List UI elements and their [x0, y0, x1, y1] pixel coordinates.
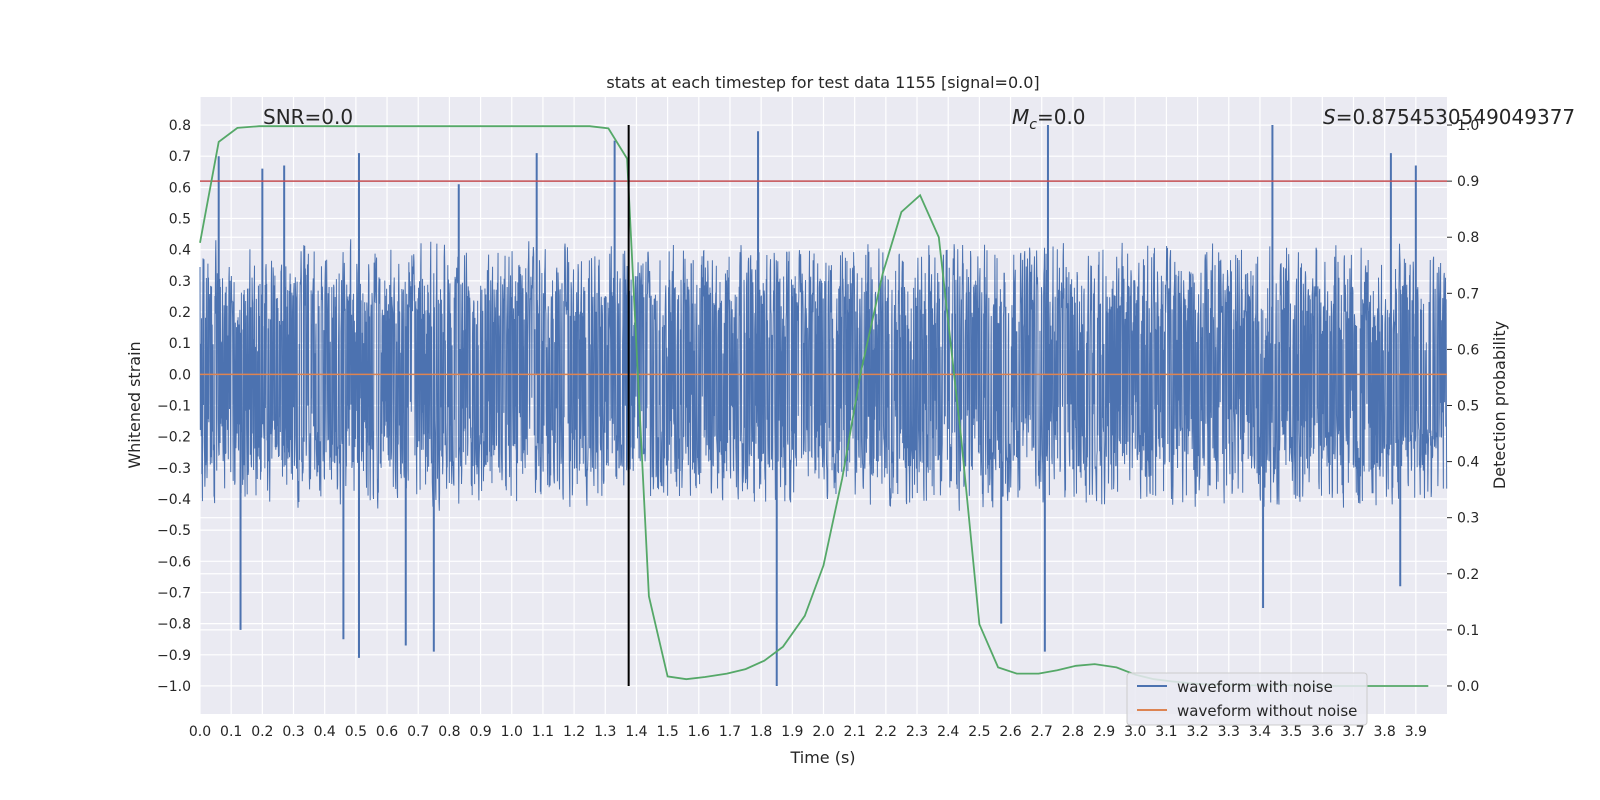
x-tick-label: 1.2 [563, 724, 585, 740]
x-tick-label: 0.3 [282, 724, 304, 740]
y-tick-label: −1.0 [157, 679, 191, 695]
x-tick-label: 1.0 [501, 724, 523, 740]
y-axis-label: Whitened strain [125, 341, 144, 468]
x-tick-label: 3.4 [1249, 724, 1271, 740]
y-tick-label: −0.6 [157, 554, 191, 570]
y-tick-label: 0.5 [169, 212, 191, 228]
y2-tick-label: 0.3 [1457, 511, 1479, 527]
x-tick-label: 0.2 [251, 724, 273, 740]
annotation-s: S=0.8754530549049377 [1323, 105, 1575, 129]
x-tick-label: 1.7 [719, 724, 741, 740]
x-tick-label: 0.7 [407, 724, 429, 740]
x-tick-label: 1.1 [532, 724, 554, 740]
x-tick-label: 0.1 [220, 724, 242, 740]
x-tick-label: 3.9 [1405, 724, 1427, 740]
series-waveform-with-noise [199, 125, 1448, 686]
legend: waveform with noise waveform without noi… [1126, 672, 1368, 726]
x-tick-label: 3.5 [1280, 724, 1302, 740]
y-tick-label: −0.9 [157, 648, 191, 664]
noise-trace [199, 239, 1448, 511]
y2-tick-label: 0.5 [1457, 399, 1479, 415]
x-tick-label: 3.2 [1186, 724, 1208, 740]
legend-label-waveform-with-noise: waveform with noise [1177, 678, 1333, 696]
x-tick-label: 3.7 [1342, 724, 1364, 740]
x-tick-label: 2.4 [937, 724, 959, 740]
legend-box [1126, 672, 1368, 726]
x-tick-label: 0.6 [376, 724, 398, 740]
x-tick-label: 2.7 [1031, 724, 1053, 740]
y2-tick-label: 0.4 [1457, 455, 1479, 471]
y2-tick-label: 0.7 [1457, 286, 1479, 302]
y-tick-label: −0.7 [157, 585, 191, 601]
y-tick-label: −0.5 [157, 523, 191, 539]
x-tick-label: 0.5 [345, 724, 367, 740]
x-tick-label: 1.4 [625, 724, 647, 740]
x-tick-label: 2.5 [968, 724, 990, 740]
x-tick-label: 3.0 [1124, 724, 1146, 740]
x-tick-label: 2.8 [1062, 724, 1084, 740]
x-tick-label: 2.9 [1093, 724, 1115, 740]
y-tick-label: 0.1 [169, 336, 191, 352]
y-tick-label: 0.3 [169, 274, 191, 290]
x-tick-label: 2.1 [844, 724, 866, 740]
y2-tick-label: 0.1 [1457, 623, 1479, 639]
y2-tick-labels: 1.0 0.9 0.8 0.7 0.6 0.5 0.4 0.3 0.2 0.1 0.0 [1457, 118, 1479, 695]
y-tick-label: 0.8 [169, 118, 191, 134]
x-tick-label: 1.6 [688, 724, 710, 740]
x-tick-label: 2.3 [906, 724, 928, 740]
x-tick-label: 3.6 [1311, 724, 1333, 740]
x-tick-label: 2.2 [875, 724, 897, 740]
x-axis-label: Time (s) [789, 748, 855, 767]
y-tick-label: 0.4 [169, 243, 191, 259]
x-tick-label: 0.8 [438, 724, 460, 740]
y-tick-label: −0.2 [157, 430, 191, 446]
y-tick-label: −0.4 [157, 492, 191, 508]
x-tick-label: 3.8 [1374, 724, 1396, 740]
y2-tick-label: 0.9 [1457, 174, 1479, 190]
annotation-mc: Mc=0.0 [1012, 105, 1086, 133]
y2-axis-label: Detection probability [1490, 321, 1509, 489]
y-tick-label: 0.0 [169, 367, 191, 383]
x-tick-label: 0.9 [469, 724, 491, 740]
y-tick-labels: 0.8 0.7 0.6 0.5 0.4 0.3 0.2 0.1 0.0 −0.1 −0.2 −0.3 −… [157, 118, 191, 695]
x-tick-label: 1.8 [750, 724, 772, 740]
annotation-snr: SNR=0.0 [263, 105, 353, 129]
x-tick-label: 0.4 [314, 724, 336, 740]
x-tick-label: 2.0 [812, 724, 834, 740]
legend-label-waveform-without-noise: waveform without noise [1177, 702, 1357, 720]
y2-tick-label: 1.0 [1457, 118, 1479, 134]
y-tick-label: 0.6 [169, 180, 191, 196]
x-tick-label: 0.0 [189, 724, 211, 740]
x-tick-label: 3.1 [1155, 724, 1177, 740]
y2-tick-label: 0.0 [1457, 679, 1479, 695]
x-tick-label: 2.6 [999, 724, 1021, 740]
x-tick-label: 1.3 [594, 724, 616, 740]
x-tick-label: 3.3 [1218, 724, 1240, 740]
chart-title: stats at each timestep for test data 115… [606, 73, 1039, 92]
y2-tick-label: 0.2 [1457, 567, 1479, 583]
y2-tick-label: 0.8 [1457, 230, 1479, 246]
y-tick-label: −0.8 [157, 617, 191, 633]
x-tick-label: 1.9 [781, 724, 803, 740]
y2-tick-label: 0.6 [1457, 342, 1479, 358]
y-tick-label: −0.3 [157, 461, 191, 477]
x-tick-labels: 0.0 0.1 0.2 0.3 0.4 0.5 0.6 0.7 0.8 0.9 1.0 1.1 1.2 1… [189, 724, 1427, 740]
y-tick-label: −0.1 [157, 399, 191, 415]
y-tick-label: 0.7 [169, 149, 191, 165]
y-tick-label: 0.2 [169, 305, 191, 321]
x-tick-label: 1.5 [656, 724, 678, 740]
